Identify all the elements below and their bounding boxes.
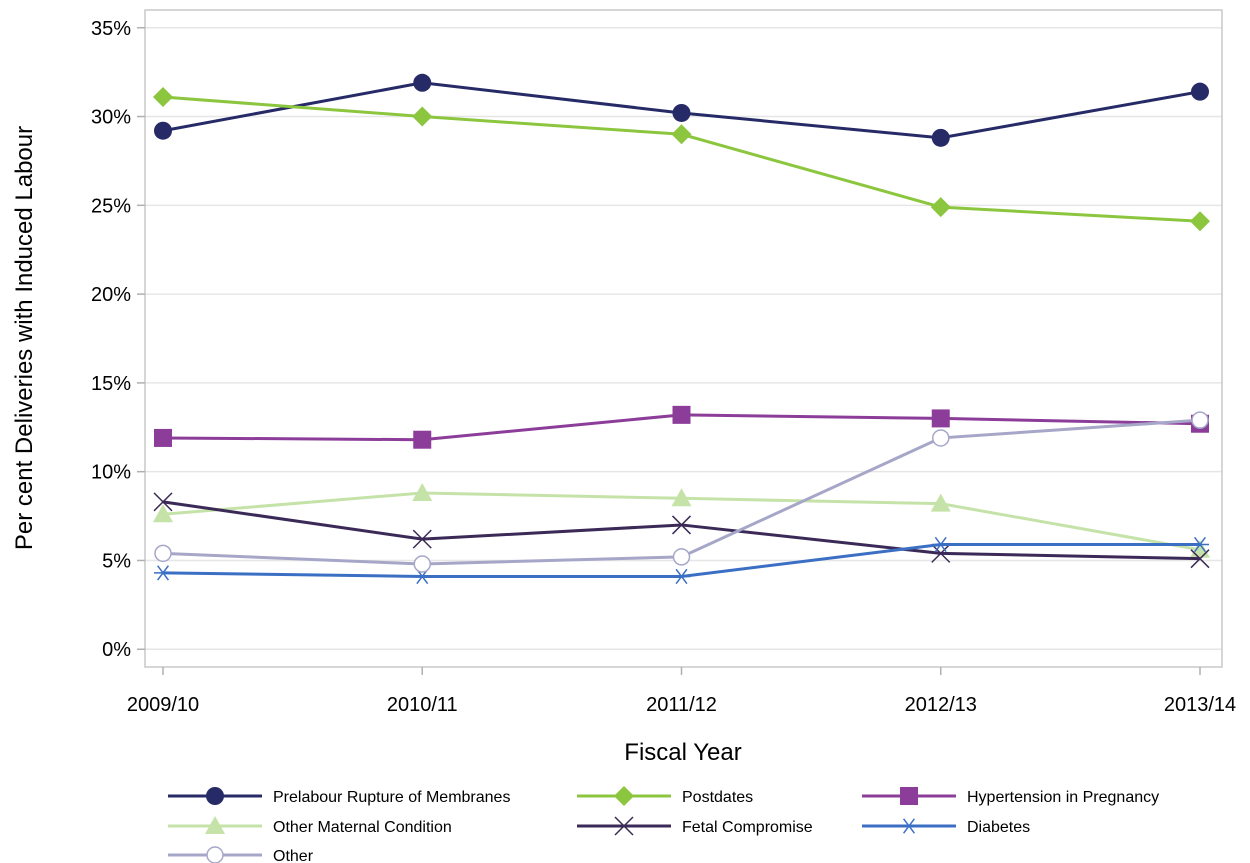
legend-marker	[614, 816, 634, 836]
data-point	[153, 504, 173, 523]
legend-item: Hypertension in Pregnancy	[862, 787, 1159, 806]
data-point	[671, 488, 692, 507]
legend-item: Other Maternal Condition	[168, 816, 452, 836]
y-axis-title: Per cent Deliveries with Induced Labour	[11, 126, 38, 550]
data-point	[154, 428, 172, 447]
plot-area-frame	[144, 9, 1223, 668]
y-tick-label: 0%	[102, 639, 131, 661]
x-tick-label: 2012/13	[905, 694, 977, 716]
legend-item: Other	[168, 846, 314, 863]
y-tick-label: 30%	[91, 107, 131, 129]
legend-label: Other Maternal Condition	[273, 819, 452, 836]
series-x	[153, 492, 1210, 569]
data-point	[413, 73, 432, 92]
data-point	[1191, 82, 1209, 101]
series-asterisk	[154, 536, 1209, 585]
legend-label: Prelabour Rupture of Membranes	[273, 789, 510, 806]
data-point	[931, 536, 950, 553]
data-point	[412, 482, 433, 501]
legend-item: Fetal Compromise	[577, 816, 813, 836]
series-triangle	[153, 482, 1210, 558]
series-layer	[153, 73, 1210, 585]
legend-label: Hypertension in Pregnancy	[967, 789, 1159, 806]
series-circle	[154, 73, 1209, 147]
x-tick-label: 2009/10	[127, 694, 199, 716]
data-point	[1191, 536, 1209, 553]
series-open-circle	[154, 411, 1209, 573]
data-point	[413, 430, 432, 449]
data-point	[672, 405, 691, 424]
data-point	[672, 548, 691, 566]
y-axis: 0% 5% 10% 15% 20% 25% 30% 35%	[91, 18, 145, 661]
legend-marker	[900, 818, 918, 834]
data-point	[1190, 211, 1210, 232]
data-point	[153, 492, 173, 512]
legend-marker	[206, 846, 224, 863]
series-square	[154, 405, 1209, 449]
data-point	[412, 529, 432, 549]
data-point	[932, 429, 950, 447]
data-point	[931, 543, 951, 563]
data-point	[672, 568, 691, 585]
x-axis-title: Fiscal Year	[624, 739, 741, 766]
y-tick-label: 10%	[91, 462, 131, 484]
data-point	[671, 124, 692, 145]
data-point	[672, 103, 691, 122]
legend-marker	[900, 787, 918, 805]
data-point	[671, 515, 692, 535]
series-diamond	[153, 87, 1210, 232]
data-point	[930, 493, 951, 512]
data-point	[1191, 411, 1209, 429]
legend-marker	[205, 816, 225, 834]
data-point	[931, 409, 950, 428]
legend-item: Diabetes	[862, 818, 1030, 836]
data-point	[1190, 549, 1210, 569]
x-tick-label: 2013/14	[1164, 694, 1236, 716]
data-point	[931, 128, 950, 147]
data-point	[412, 106, 433, 127]
legend-marker	[206, 787, 224, 805]
data-point	[154, 565, 172, 581]
data-point	[153, 87, 173, 108]
x-tick-label: 2010/11	[387, 694, 458, 716]
x-tick-label: 2011/12	[646, 694, 717, 716]
data-point	[930, 197, 951, 218]
data-point	[154, 121, 172, 140]
legend-label: Fetal Compromise	[682, 819, 813, 836]
y-tick-label: 25%	[91, 195, 131, 217]
legend-label: Postdates	[682, 789, 753, 806]
y-tick-label: 35%	[91, 18, 131, 40]
legend: Prelabour Rupture of Membranes Postdates H…	[168, 786, 1159, 863]
legend-marker	[614, 786, 634, 806]
data-point	[413, 555, 431, 573]
legend-label: Diabetes	[967, 819, 1030, 836]
x-axis: 2009/10 2010/11 2011/12 2012/13 2013/14	[127, 667, 1236, 716]
y-tick-label: 20%	[91, 284, 131, 306]
legend-label: Other	[273, 848, 314, 863]
y-tick-label: 15%	[91, 373, 131, 395]
data-point	[154, 544, 172, 563]
y-tick-label: 5%	[102, 550, 131, 572]
legend-item: Postdates	[577, 786, 753, 806]
legend-item: Prelabour Rupture of Membranes	[168, 787, 510, 806]
